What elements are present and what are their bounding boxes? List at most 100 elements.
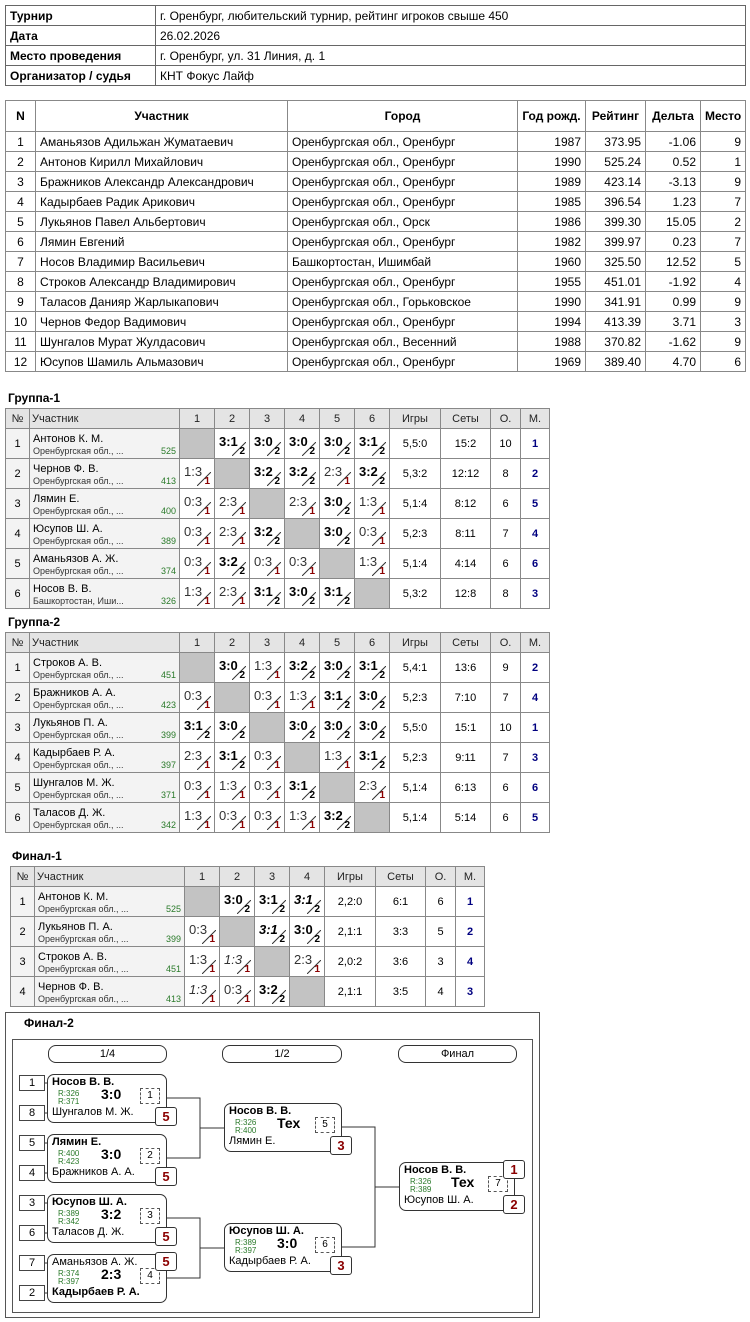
score: 3:0 xyxy=(219,718,238,733)
points-total: 9 xyxy=(490,652,521,683)
result: 3:0 2 xyxy=(321,714,354,742)
player-cell: 1960 xyxy=(517,251,586,272)
group-row: 6 Носов В. В. Башкортостан, Иши... 326 1:3 1 2… xyxy=(5,578,550,609)
slash xyxy=(302,786,316,800)
seed: 5 xyxy=(19,1135,45,1151)
slash-line xyxy=(232,666,246,680)
slash xyxy=(337,726,351,740)
self-cell xyxy=(219,916,255,947)
slash-line xyxy=(267,442,281,456)
result: 0:3 1 xyxy=(251,684,284,712)
slash-line xyxy=(237,960,251,974)
player-cell: 12 xyxy=(5,351,36,372)
info-label: Место проведения xyxy=(5,45,156,66)
self-cell xyxy=(214,682,250,713)
slash xyxy=(337,756,351,770)
result: 0:3 1 xyxy=(181,684,214,712)
result-cell: 3:1 2 xyxy=(254,916,290,947)
score: 3:2 xyxy=(254,464,273,479)
self-cell xyxy=(289,976,325,1007)
result: 1:3 1 xyxy=(251,654,284,682)
score: 3:0 xyxy=(277,1235,298,1251)
result: 3:2 2 xyxy=(321,804,354,832)
slash xyxy=(337,592,351,606)
score: 3:1 xyxy=(184,718,203,733)
player-cell: 9 xyxy=(700,131,746,152)
participant-info: Оренбургская обл., ... 389 xyxy=(33,536,176,546)
player-cell: 15.05 xyxy=(645,211,701,232)
region: Оренбургская обл., ... xyxy=(38,903,129,914)
self-cell xyxy=(284,742,320,773)
result: 3:2 2 xyxy=(216,550,249,578)
points: 2 xyxy=(309,476,315,487)
points: 1 xyxy=(204,566,210,577)
rating-top: R:374 xyxy=(58,1269,80,1278)
participant-info: Оренбургская обл., ... 451 xyxy=(33,670,176,680)
player-row: 7 Носов Владимир Васильевич Башкортостан, … xyxy=(5,251,746,272)
points: 2 xyxy=(379,476,385,487)
column-header: О. xyxy=(425,866,456,887)
score: 3:2 xyxy=(219,554,238,569)
region: Оренбургская обл., ... xyxy=(33,475,124,486)
slash-line xyxy=(372,562,386,576)
column-header: 6 xyxy=(354,632,390,653)
result: 3:1 2 xyxy=(256,888,289,916)
column-header: № xyxy=(5,408,30,429)
result: 0:3 1 xyxy=(251,744,284,772)
score: 1:3 xyxy=(184,464,203,479)
player-cell: Носов Владимир Васильевич xyxy=(35,251,288,272)
column-header: 6 xyxy=(354,408,390,429)
slash xyxy=(337,532,351,546)
result: 3:1 2 xyxy=(256,918,289,946)
participant-name: Строков А. В. xyxy=(33,656,103,669)
slash-line xyxy=(337,696,351,710)
result-cell: 1:3 1 xyxy=(249,652,285,683)
column-header: 1 xyxy=(179,408,215,429)
player-cell: 1990 xyxy=(517,151,586,172)
points: 1 xyxy=(274,670,280,681)
player-cell: Оренбургская обл., Горьковское xyxy=(287,291,518,312)
column-header: Сеты xyxy=(375,866,426,887)
player-cell: 5 xyxy=(700,251,746,272)
slash-line xyxy=(267,786,281,800)
result-cell: 3:2 2 xyxy=(354,458,390,489)
loser-place: 5 xyxy=(155,1252,177,1271)
player-cell: Оренбургская обл., Весенний xyxy=(287,331,518,352)
result-cell: 3:1 2 xyxy=(254,886,290,917)
points: 2 xyxy=(314,904,320,915)
slash-line xyxy=(372,502,386,516)
slash xyxy=(232,786,246,800)
result: 3:0 2 xyxy=(251,430,284,458)
points: 1 xyxy=(274,566,280,577)
result-cell: 0:3 1 xyxy=(214,802,250,833)
points: 2 xyxy=(379,446,385,457)
result: 3:1 2 xyxy=(216,744,249,772)
result: 2:3 1 xyxy=(286,490,319,518)
result: 3:2 2 xyxy=(256,978,289,1006)
seed: 3 xyxy=(19,1195,45,1211)
rating: 397 xyxy=(160,759,176,770)
slash xyxy=(202,990,216,1004)
result: 1:3 1 xyxy=(286,804,319,832)
participant: Носов В. В. Башкортостан, Иши... 326 xyxy=(29,578,180,609)
participant-info: Оренбургская обл., ... 423 xyxy=(33,700,176,710)
group-row: 4 Чернов Ф. В. Оренбургская обл., ... 413 1:… xyxy=(10,976,485,1007)
result: 1:3 1 xyxy=(356,490,389,518)
region: Оренбургская обл., ... xyxy=(33,729,124,740)
sets: 8:12 xyxy=(440,488,491,519)
slash-line xyxy=(267,562,281,576)
score: 2:3 xyxy=(219,524,238,539)
loser-place: 3 xyxy=(330,1256,352,1275)
result-cell: 1:3 1 xyxy=(179,458,215,489)
result: 0:3 1 xyxy=(251,774,284,802)
score: Тех xyxy=(451,1174,475,1190)
games: 2,1:1 xyxy=(324,976,376,1007)
slash xyxy=(237,900,251,914)
slash-line xyxy=(267,696,281,710)
slash xyxy=(337,696,351,710)
place: 6 xyxy=(520,772,550,803)
result: 1:3 1 xyxy=(216,774,249,802)
games: 2,2:0 xyxy=(324,886,376,917)
slash xyxy=(197,472,211,486)
place: 3 xyxy=(455,976,485,1007)
